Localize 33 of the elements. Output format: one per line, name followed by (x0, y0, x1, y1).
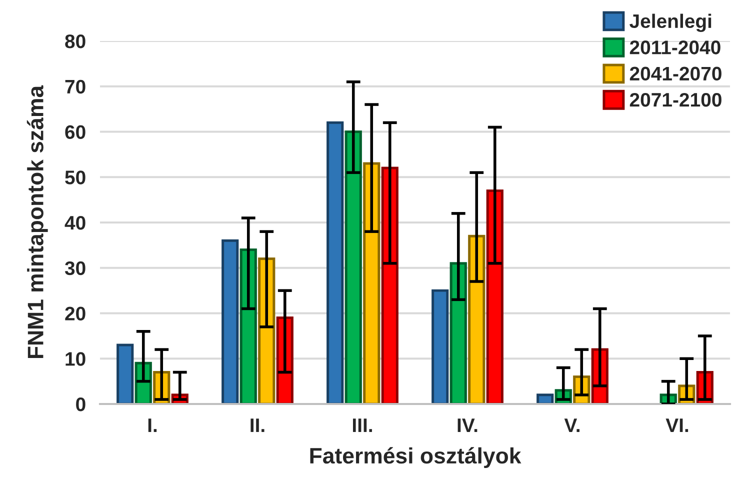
bar (222, 239, 239, 404)
bar (363, 162, 380, 404)
x-tick-label: II. (250, 418, 264, 432)
legend-label: 2011-2040 (630, 40, 720, 54)
y-tick-label: 70 (65, 80, 86, 94)
x-tick-label: I. (148, 418, 157, 432)
x-tick-label: VI. (666, 418, 688, 432)
bar (536, 394, 554, 404)
x-tick-label: V. (564, 418, 580, 432)
y-tick-label: 40 (64, 216, 86, 230)
x-axis-title: Fatermési osztályok (310, 447, 522, 468)
y-tick-label: 10 (66, 352, 86, 366)
x-tick-label: III. (352, 418, 372, 432)
legend-label: 2041-2070 (630, 66, 722, 81)
bar (344, 130, 362, 404)
bar (381, 166, 398, 404)
y-tick-label: 50 (65, 170, 86, 184)
legend-label: Jelenlegi (630, 14, 712, 32)
bar (486, 189, 504, 404)
x-tick-label: IV. (458, 418, 478, 432)
y-tick-label: 30 (64, 261, 86, 276)
y-tick-label: 20 (65, 306, 86, 320)
bar (326, 121, 344, 404)
bar (116, 344, 134, 404)
bar (468, 234, 486, 404)
y-tick-label: 0 (76, 397, 86, 412)
bar (450, 262, 467, 404)
bar (240, 248, 257, 404)
bar (432, 289, 449, 404)
y-axis-title: FNM1 mintapontok száma (26, 85, 48, 358)
legend-label: 2071-2100 (630, 92, 722, 107)
y-tick-label: 60 (65, 125, 86, 139)
y-tick-label: 80 (65, 34, 86, 48)
